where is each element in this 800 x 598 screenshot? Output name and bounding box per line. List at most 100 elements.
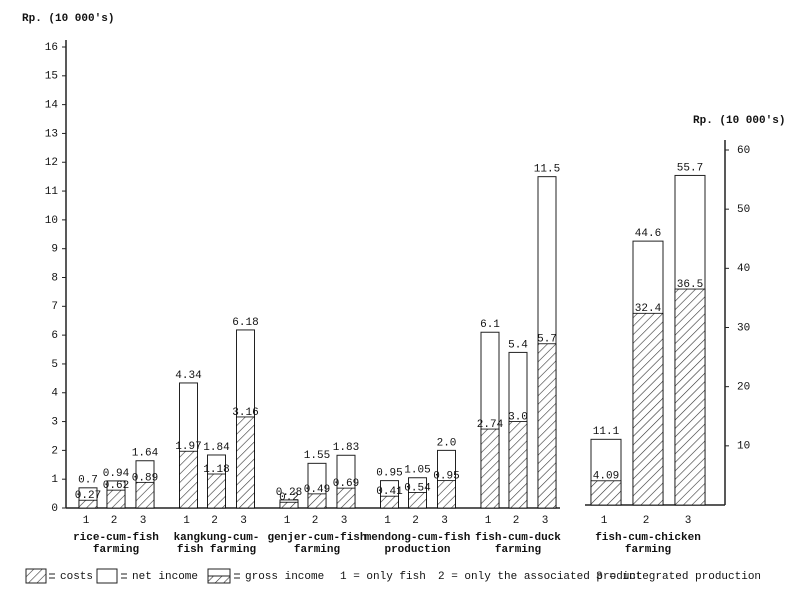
costs-bar [106, 489, 126, 509]
cost-value-label: 0.89 [132, 472, 158, 484]
y-tick-label: 11 [45, 186, 59, 198]
costs-bar [207, 473, 226, 509]
category-label: rice-cum-fish farming [73, 532, 159, 556]
bar-number: 2 [643, 515, 650, 527]
cost-value-label: 3.0 [508, 411, 528, 423]
cost-value-label: 0.95 [433, 471, 459, 483]
costs-bar [590, 480, 622, 506]
category-label: mendong-cum-fish production [364, 532, 471, 556]
cost-value-label: 0.69 [333, 478, 359, 490]
y-tick-label: 10 [737, 441, 750, 453]
gross-value-label: 5.4 [508, 339, 528, 351]
gross-value-label: 55.7 [677, 162, 703, 174]
bar-number: 2 [412, 515, 419, 527]
gross-value-label: 1.05 [404, 465, 430, 477]
category-label: kangkung-cum-fish farming [173, 532, 260, 556]
y-tick-label: 13 [45, 128, 58, 140]
costs-bar [408, 492, 427, 509]
bar-number: 1 [83, 515, 90, 527]
y-tick-label: 6 [51, 330, 58, 342]
legend-net-swatch [96, 568, 118, 584]
gross-value-label: 0.7 [78, 475, 98, 487]
costs-bar [279, 501, 299, 509]
gross-value-label: 1.55 [304, 450, 330, 462]
bar-number: 1 [284, 515, 291, 527]
bar-key: 2 = only the associated product [438, 571, 643, 583]
y-tick-label: 9 [51, 244, 58, 256]
costs-bar [480, 428, 500, 509]
cost-value-label: 36.5 [677, 279, 703, 291]
gross-value-label: 2.0 [437, 437, 457, 449]
category-label: fish-cum-chicken farming [595, 532, 701, 556]
gross-value-label: 11.5 [534, 164, 560, 176]
gross-value-label: 1.83 [333, 442, 359, 454]
costs-bar [236, 416, 255, 509]
y-tick-label: 0 [51, 503, 58, 515]
y-tick-label: 1 [51, 474, 58, 486]
bar-number: 2 [211, 515, 218, 527]
bar-number: 3 [542, 515, 549, 527]
costs-bar [508, 421, 528, 509]
cost-value-label: 0.2 [279, 492, 299, 504]
costs-bar [632, 312, 664, 506]
bar-number: 3 [341, 515, 348, 527]
y-tick-label: 50 [737, 204, 750, 216]
cost-value-label: 32.4 [635, 303, 662, 315]
legend-label: gross income [245, 571, 324, 583]
costs-bar [537, 343, 557, 509]
category-label: fish-cum-duck farming [475, 532, 561, 556]
legend-gross-swatch-hatch [207, 575, 231, 584]
y-tick-label: 30 [737, 322, 750, 334]
cost-value-label: 0.41 [376, 486, 403, 498]
y-axis-label: Rp. (10 000's) [22, 13, 114, 25]
costs-bar [135, 481, 155, 509]
costs-bar [437, 480, 456, 509]
gross-value-label: 1.84 [203, 442, 230, 454]
gross-value-label: 6.1 [480, 319, 500, 331]
costs-bar [307, 493, 327, 509]
y-tick-label: 3 [51, 416, 58, 428]
gross-value-label: 6.18 [232, 317, 258, 329]
y-tick-label: 7 [51, 301, 58, 313]
cost-value-label: 0.27 [75, 490, 101, 502]
costs-bar [179, 450, 198, 509]
bar-number: 1 [183, 515, 190, 527]
costs-bar [380, 495, 399, 509]
bar-number: 2 [312, 515, 319, 527]
y-tick-label: 16 [45, 42, 58, 54]
legend-label: costs [60, 571, 93, 583]
bar-key: 3 = integrated production [596, 571, 761, 583]
gross-value-label: 4.34 [175, 370, 202, 382]
bar-number: 1 [485, 515, 492, 527]
costs-bar [674, 288, 706, 506]
y-tick-label: 2 [51, 445, 58, 457]
category-label: genjer-cum-fish farming [267, 532, 367, 556]
y-tick-label: 20 [737, 382, 750, 394]
y-tick-label: 40 [737, 263, 750, 275]
y-tick-label: 4 [51, 388, 58, 400]
bar-number: 1 [601, 515, 608, 527]
cost-value-label: 0.54 [404, 482, 431, 494]
gross-value-label: 11.1 [593, 426, 620, 438]
bar-number: 3 [240, 515, 247, 527]
y-tick-label: 8 [51, 272, 58, 284]
gross-value-label: 1.64 [132, 448, 159, 460]
y-tick-label: 12 [45, 157, 58, 169]
gross-value-label: 0.94 [103, 468, 130, 480]
y-tick-label: 5 [51, 359, 58, 371]
bar-number: 3 [441, 515, 448, 527]
bar-number: 2 [111, 515, 118, 527]
cost-value-label: 1.97 [175, 441, 201, 453]
gross-value-label: 0.95 [376, 468, 402, 480]
cost-value-label: 2.74 [477, 419, 504, 431]
cost-value-label: 0.49 [304, 484, 330, 496]
gross-value-label: 44.6 [635, 228, 661, 240]
bar-number: 3 [140, 515, 147, 527]
y-tick-label: 10 [45, 215, 58, 227]
legend-label: net income [132, 571, 198, 583]
legend-costs-swatch [25, 568, 47, 584]
bar-number: 3 [685, 515, 692, 527]
cost-value-label: 5.7 [537, 334, 557, 346]
